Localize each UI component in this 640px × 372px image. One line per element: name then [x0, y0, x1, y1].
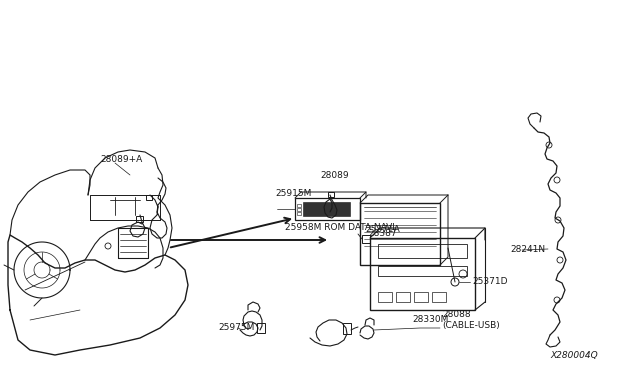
Text: X280004Q: X280004Q — [550, 351, 598, 360]
Text: 25371A: 25371A — [365, 225, 400, 234]
Bar — [396, 292, 410, 302]
Bar — [362, 235, 370, 243]
Bar — [297, 212, 301, 215]
Bar — [414, 292, 428, 302]
Bar — [378, 292, 392, 302]
Text: 28089+A: 28089+A — [100, 155, 142, 164]
Bar — [297, 208, 301, 211]
Text: 28088
(CABLE-USB): 28088 (CABLE-USB) — [442, 310, 500, 330]
Bar — [378, 266, 467, 276]
Bar — [370, 238, 475, 310]
Text: 28089: 28089 — [320, 170, 349, 180]
Bar — [343, 323, 351, 334]
Bar — [432, 292, 446, 302]
Bar — [378, 244, 467, 258]
Text: 25958M ROM DATA NAVI: 25958M ROM DATA NAVI — [285, 224, 395, 232]
Bar — [328, 192, 334, 197]
Bar — [146, 195, 152, 200]
Text: 28330M: 28330M — [413, 315, 449, 324]
Bar — [360, 203, 440, 265]
Bar — [136, 216, 143, 222]
Text: 28387: 28387 — [368, 230, 397, 238]
Bar — [303, 202, 350, 216]
Text: 28241N: 28241N — [510, 246, 545, 254]
Text: 25975M: 25975M — [218, 324, 254, 333]
Bar — [295, 198, 360, 220]
Text: 25915M: 25915M — [275, 189, 312, 198]
Bar — [257, 323, 265, 333]
Bar — [297, 204, 301, 207]
Text: 25371D: 25371D — [472, 278, 508, 286]
